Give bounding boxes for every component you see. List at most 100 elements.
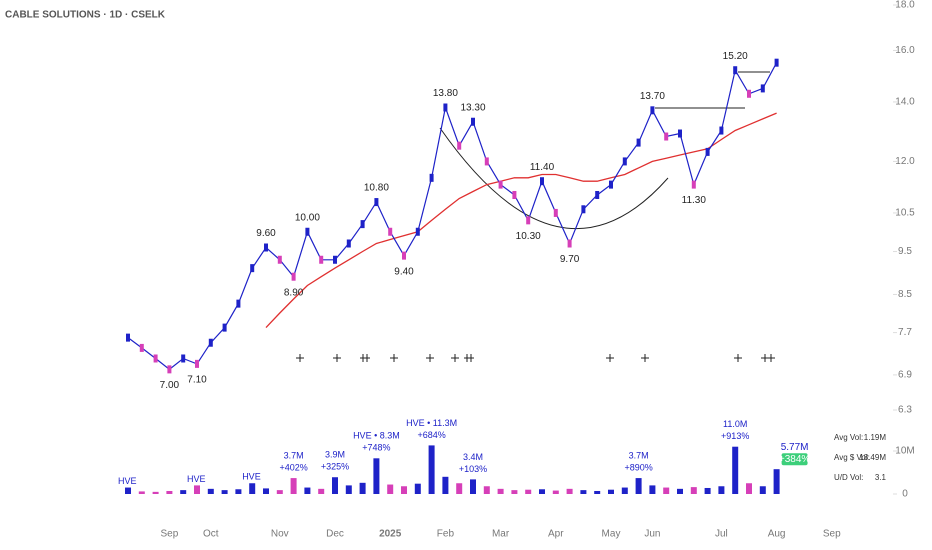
volume-bar <box>318 488 325 494</box>
volume-flag: HVE <box>118 476 137 486</box>
price-label: 15.20 <box>723 51 748 62</box>
stat-label: U/D Vol: <box>834 473 863 482</box>
plot: 6.3 6.9 7.7 8.5 9.5 10.5 12.0 14.0 16.0 18.0 0 10M S… <box>118 0 915 540</box>
price-label: 9.70 <box>560 254 580 265</box>
volume-bar <box>235 489 242 494</box>
price-label: 8.90 <box>284 287 304 298</box>
y-tick-label: 10.5 <box>895 208 915 219</box>
y-tick-label: 14.0 <box>895 97 915 108</box>
volume-bar <box>566 488 573 494</box>
x-tick-label: Dec <box>326 529 344 540</box>
signal-marks <box>296 354 775 362</box>
price-mark <box>581 205 586 214</box>
price-mark <box>567 239 572 248</box>
volume-bar <box>263 488 269 494</box>
volume-bar <box>608 489 614 494</box>
y-tick-label: 6.3 <box>898 405 912 416</box>
volume-bar <box>635 478 642 494</box>
volume-flag: HVE <box>187 474 206 484</box>
price-mark <box>319 255 324 264</box>
price-mark <box>153 354 158 363</box>
volume-bar <box>773 469 780 494</box>
volume-label: HVE • 8.3M <box>353 431 400 441</box>
volume-flag: HVE <box>242 472 261 482</box>
x-tick-label: Sep <box>161 529 179 540</box>
volume-bar <box>511 490 518 494</box>
y-tick-label: 16.0 <box>895 45 915 56</box>
price-mark <box>236 299 241 308</box>
stat-label: Avg $ Vol: <box>834 453 870 462</box>
volume-bar <box>414 483 421 494</box>
volume-bar <box>221 490 228 494</box>
volume-bar <box>373 458 380 494</box>
volume-bar <box>677 488 683 494</box>
x-tick-label: Apr <box>548 529 564 540</box>
price-label: 13.70 <box>640 91 665 102</box>
volume-bar <box>290 478 297 494</box>
x-tick-label: Mar <box>492 529 510 540</box>
price-mark <box>636 138 641 147</box>
stat-value: 3.1 <box>875 473 887 482</box>
x-tick-label: Feb <box>437 529 455 540</box>
volume-bar <box>401 486 407 494</box>
price-mark <box>126 333 130 342</box>
price-mark <box>540 177 544 186</box>
price-label: 11.30 <box>682 195 707 206</box>
volume-bar <box>483 486 490 494</box>
price-mark <box>429 173 434 182</box>
volume-label: 3.7M <box>629 450 649 460</box>
y-tick-label: 8.5 <box>898 289 912 300</box>
volume-bar <box>428 445 435 494</box>
volume-bar <box>166 490 173 494</box>
pivot-lines <box>655 71 770 109</box>
volume-change: +402% <box>279 462 307 472</box>
price-mark <box>264 243 268 252</box>
x-tick-label: May <box>602 529 621 540</box>
price-mark <box>484 157 489 166</box>
chart-title: CABLE SOLUTIONS · 1D · CSELK <box>5 10 166 21</box>
price-mark <box>415 227 420 236</box>
volume-bar <box>621 487 628 494</box>
volume-label: 3.9M <box>325 450 345 460</box>
price-mark <box>277 255 282 264</box>
price-mark <box>208 338 213 347</box>
stat-value: 1.19M <box>864 433 887 442</box>
price-label: 7.10 <box>187 375 207 386</box>
price-mark <box>250 264 255 273</box>
volume-bar <box>345 485 352 494</box>
volume-bar <box>552 490 559 494</box>
price-mark <box>512 190 517 199</box>
price-mark <box>167 365 172 374</box>
price-mark <box>291 272 296 281</box>
price-mark <box>360 220 365 229</box>
price-mark <box>443 103 448 112</box>
price-mark <box>388 227 393 236</box>
price-mark <box>664 132 669 141</box>
price-mark <box>333 255 337 264</box>
volume-bar <box>539 489 545 494</box>
volume-bar <box>304 487 311 494</box>
volume-label: 5.77M <box>781 442 809 453</box>
price-label: 9.60 <box>256 228 276 239</box>
price-mark <box>719 126 724 135</box>
volume-change: +748% <box>362 443 390 453</box>
price-mark <box>346 239 351 248</box>
price-mark <box>305 227 310 236</box>
price-mark <box>553 208 558 217</box>
volume-bar <box>732 446 739 494</box>
volume-bar <box>690 487 697 494</box>
price-mark <box>471 117 475 126</box>
y-tick-label: 6.9 <box>898 370 912 381</box>
x-tick-label: Jul <box>715 529 728 540</box>
x-tick-label: Aug <box>768 529 786 540</box>
price-label: 10.00 <box>295 212 320 223</box>
price-label: 10.80 <box>364 183 389 194</box>
volume-label: HVE • 11.3M <box>406 418 457 428</box>
price-mark <box>139 343 144 352</box>
stat-value: 18.49M <box>859 453 886 462</box>
volume-bar <box>497 488 504 494</box>
volume-bar <box>580 490 587 494</box>
price-mark <box>457 141 462 150</box>
volume-bar <box>594 490 601 494</box>
